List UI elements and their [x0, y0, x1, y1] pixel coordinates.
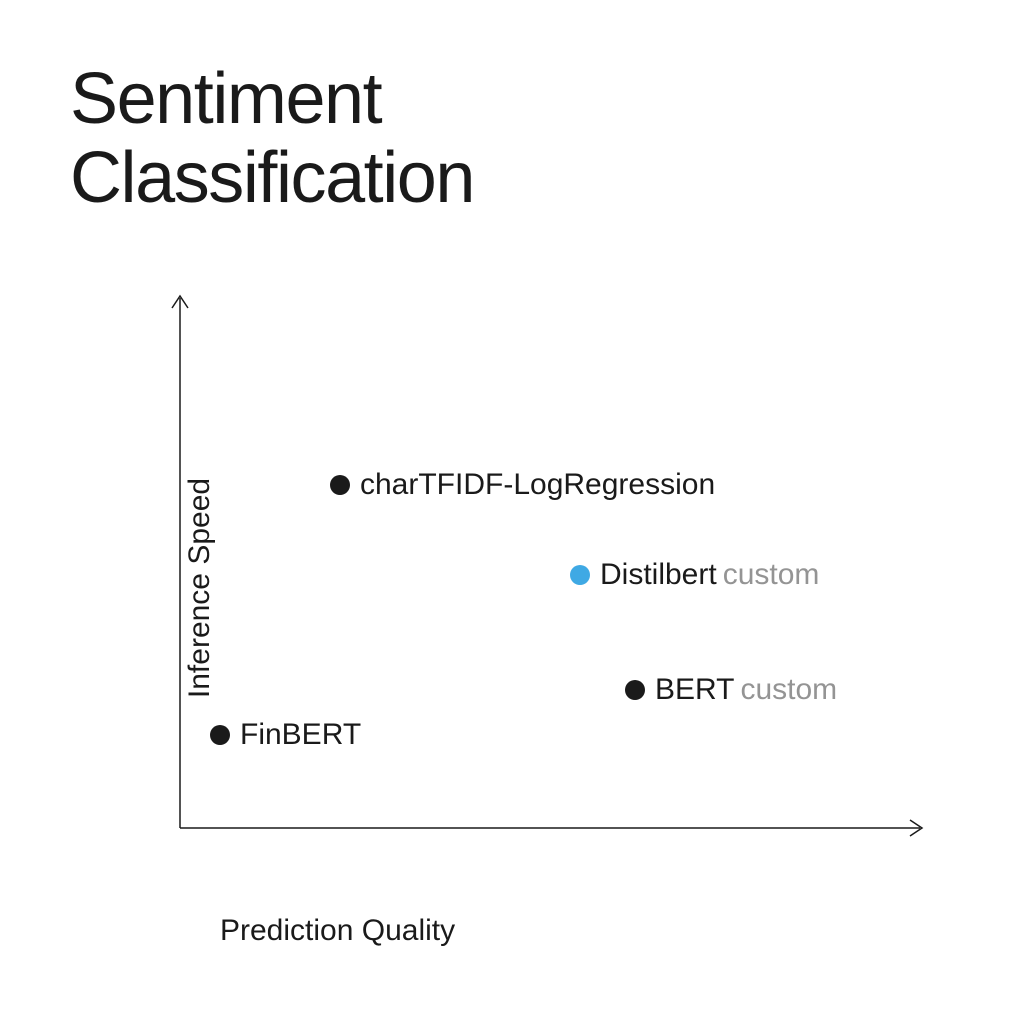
point-distilbert: Distilbertcustom — [570, 558, 819, 592]
x-axis-label: Prediction Quality — [220, 914, 455, 948]
chart-card: Sentiment Classification Inference Speed… — [0, 0, 1024, 1024]
title-line1: Sentiment — [70, 59, 381, 139]
point-finbert: FinBERT — [210, 718, 361, 752]
label-distilbert: Distilbertcustom — [600, 558, 819, 592]
marker-distilbert — [570, 565, 590, 585]
label-bert: BERTcustom — [655, 673, 837, 707]
marker-finbert — [210, 725, 230, 745]
point-bert: BERTcustom — [625, 673, 837, 707]
chart-title: Sentiment Classification — [70, 60, 954, 218]
chart-container: Inference Speed Prediction Quality charT… — [120, 278, 920, 898]
marker-chartfidf — [330, 475, 350, 495]
point-chartfidf: charTFIDF-LogRegression — [330, 468, 715, 502]
title-line2: Classification — [70, 138, 474, 218]
label-chartfidf: charTFIDF-LogRegression — [360, 468, 715, 502]
y-axis-label: Inference Speed — [183, 478, 217, 698]
marker-bert — [625, 680, 645, 700]
label-finbert: FinBERT — [240, 718, 361, 752]
